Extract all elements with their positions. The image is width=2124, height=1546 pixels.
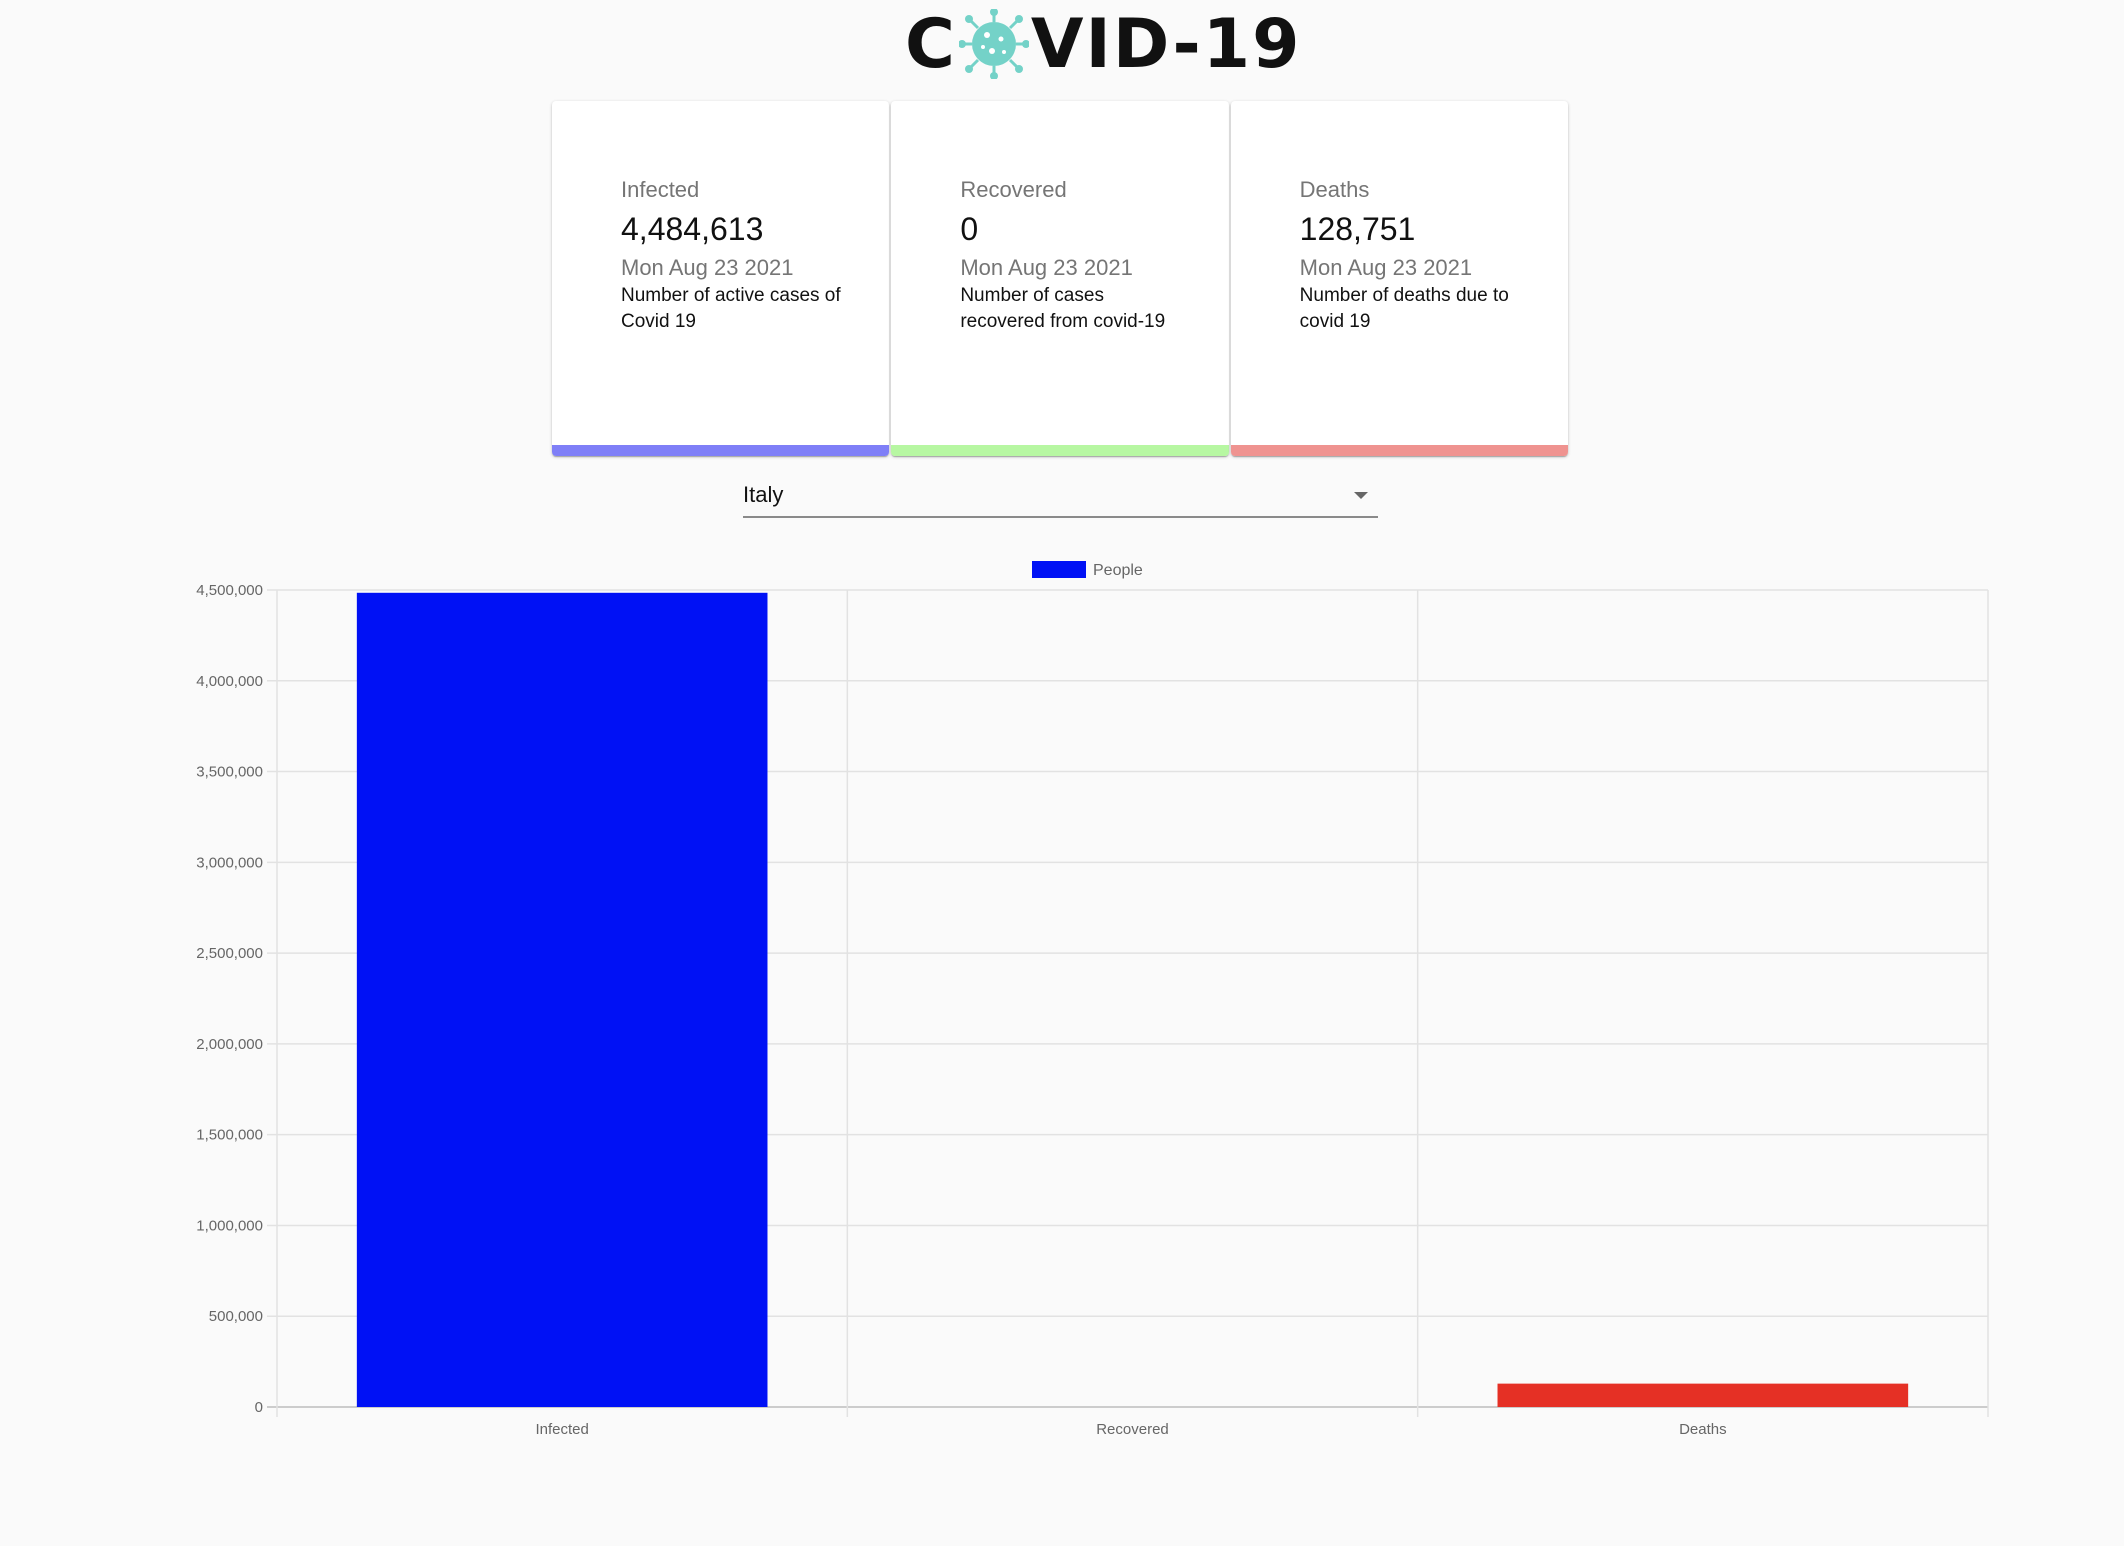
y-tick-label: 1,500,000: [196, 1127, 263, 1144]
virus-icon: [958, 9, 1029, 79]
y-tick-label: 500,000: [209, 1308, 263, 1325]
y-tick-label: 4,000,000: [196, 673, 263, 690]
x-tick-label: Deaths: [1679, 1421, 1727, 1438]
card-description: Number of deaths due to covid 19: [1299, 285, 1509, 332]
bar-deaths: [1497, 1383, 1909, 1407]
card-accent-bar: [891, 445, 1229, 456]
card-title: Recovered: [960, 177, 1067, 202]
y-tick-label: 3,500,000: [196, 764, 263, 781]
card-value: 0: [960, 211, 979, 247]
card-title: Infected: [621, 177, 700, 202]
card-date: Mon Aug 23 2021: [621, 255, 794, 280]
bar-chart: 0 500,000 1,000,000 1,500,000 2,000,000 2,500…: [196, 561, 1989, 1438]
card-description: Number of active cases of Covid 19: [621, 285, 841, 332]
y-tick-label: 4,500,000: [196, 582, 263, 599]
infected-card: Infected 4,484,613 Mon Aug 23 2021 Numbe…: [552, 101, 890, 456]
logo-text-left: C: [905, 4, 957, 84]
country-select[interactable]: Italy: [743, 478, 1378, 518]
recovered-card: Recovered 0 Mon Aug 23 2021 Number of ca…: [891, 101, 1229, 456]
y-tick-label: 0: [255, 1399, 263, 1416]
y-tick-label: 1,000,000: [196, 1217, 263, 1234]
card-description: Number of cases recovered from covid-19: [960, 285, 1166, 332]
y-tick-label: 3,000,000: [196, 854, 263, 871]
card-accent-bar: [1230, 445, 1568, 456]
card-date: Mon Aug 23 2021: [1299, 255, 1473, 280]
x-tick-label: Infected: [535, 1421, 588, 1438]
card-value: 4,484,613: [621, 211, 764, 247]
card-accent-bar: [552, 445, 890, 456]
x-tick-label: Recovered: [1096, 1421, 1169, 1438]
y-tick-label: 2,000,000: [196, 1036, 263, 1053]
country-select-value: Italy: [743, 482, 784, 507]
legend-swatch: [1032, 561, 1086, 578]
bar-infected: [356, 592, 768, 1407]
deaths-card: Deaths 128,751 Mon Aug 23 2021 Number of…: [1230, 101, 1568, 456]
card-title: Deaths: [1299, 177, 1370, 202]
app-logo: C VID-19: [905, 5, 1301, 84]
legend-label: People: [1093, 562, 1143, 579]
y-tick-label: 2,500,000: [196, 945, 263, 962]
summary-cards: Infected 4,484,613 Mon Aug 23 2021 Numbe…: [552, 101, 1570, 456]
card-value: 128,751: [1299, 211, 1416, 247]
card-date: Mon Aug 23 2021: [960, 255, 1133, 280]
chevron-down-icon[interactable]: [1354, 492, 1368, 499]
logo-text-right: VID-19: [1030, 4, 1302, 84]
